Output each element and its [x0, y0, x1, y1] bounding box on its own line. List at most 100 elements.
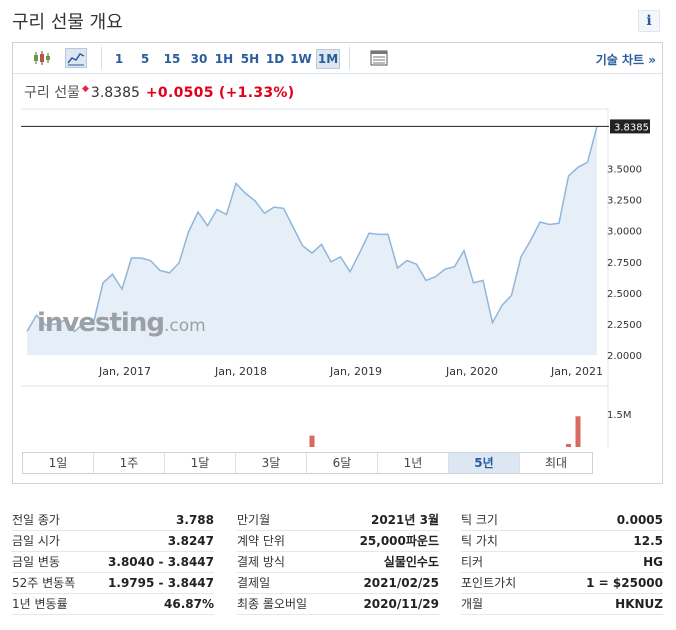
candlestick-icon[interactable] [31, 48, 53, 68]
stat-label: 티커 [461, 555, 484, 569]
range-tab-5y[interactable]: 5년 [449, 453, 520, 473]
timeframe-1h[interactable]: 1H [214, 52, 234, 66]
table-view-icon[interactable] [368, 48, 390, 68]
stat-value: 0.0005 [616, 513, 663, 527]
timeframe-5[interactable]: 5 [140, 52, 150, 66]
timeframe-1d[interactable]: 1D [265, 52, 285, 66]
chart-widget: 1 5 15 30 1H 5H 1D 1W 1M 기술 차트 » 구리 선물 ◆ 3… [12, 42, 663, 484]
stat-value: HKNUZ [615, 597, 663, 611]
stat-value: 3.788 [176, 513, 214, 527]
y-tick-label: 3.0000 [607, 227, 642, 238]
stat-value: 2021/02/25 [363, 576, 439, 590]
volume-bar [575, 416, 581, 447]
stat-row: 최종 롤오버일 2020/11/29 [237, 594, 439, 615]
technical-chart-link[interactable]: 기술 차트 » [595, 53, 656, 67]
stat-label: 틱 크기 [461, 513, 498, 527]
range-tab-1mo[interactable]: 1달 [165, 453, 236, 473]
stat-value: 25,000파운드 [359, 534, 439, 548]
range-tab-1w[interactable]: 1주 [94, 453, 165, 473]
stat-row: 52주 변동폭 1.9795 - 3.8447 [12, 573, 214, 594]
area-chart-icon[interactable] [65, 48, 87, 68]
stat-label: 만기월 [237, 513, 271, 527]
stat-row: 결제 방식 실물인수도 [237, 552, 439, 573]
volume-max-label: 1.5M [607, 410, 632, 421]
chart-toolbar: 1 5 15 30 1H 5H 1D 1W 1M 기술 차트 » [13, 43, 662, 74]
toolbar-divider [349, 47, 350, 69]
diamond-icon: ◆ [81, 84, 89, 94]
volume-bar [309, 435, 315, 447]
toolbar-divider [101, 47, 102, 69]
price-change: +0.0505 (+1.33%) [145, 85, 295, 101]
timeframe-15[interactable]: 15 [163, 52, 181, 66]
stat-value: 1 = $25000 [586, 576, 663, 590]
stat-label: 금일 시가 [12, 534, 60, 548]
stat-value: HG [643, 555, 663, 569]
stat-value: 46.87% [164, 597, 214, 611]
timeframe-30[interactable]: 30 [190, 52, 208, 66]
last-price-tag: 3.8385 [614, 122, 649, 133]
stat-label: 결제 방식 [237, 555, 285, 569]
y-tick-label: 2.5000 [607, 289, 642, 300]
range-tab-6mo[interactable]: 6달 [307, 453, 378, 473]
stat-value: 3.8247 [167, 534, 214, 548]
stat-label: 틱 가치 [461, 534, 498, 548]
stat-row: 틱 가치 12.5 [461, 531, 663, 552]
y-tick-label: 2.2500 [607, 320, 642, 331]
stat-row: 금일 시가 3.8247 [12, 531, 214, 552]
stat-row: 개월 HKNUZ [461, 594, 663, 615]
stat-label: 전일 종가 [12, 513, 60, 527]
timeframe-1[interactable]: 1 [114, 52, 124, 66]
stat-row: 1년 변동률 46.87% [12, 594, 214, 615]
price-line [26, 126, 598, 333]
y-tick-label: 3.5000 [607, 165, 642, 176]
stat-row: 티커 HG [461, 552, 663, 573]
stat-label: 1년 변동률 [12, 597, 68, 611]
stats-column-3: 틱 크기 0.0005 틱 가치 12.5 티커 HG 포인트가치 1 = $25000… [461, 510, 663, 615]
timeframe-5h[interactable]: 5H [240, 52, 260, 66]
stat-label: 최종 롤오버일 [237, 597, 308, 611]
y-tick-label: 2.7500 [607, 258, 642, 269]
stat-value: 2021년 3월 [370, 513, 439, 527]
investing-watermark: investing.com [37, 308, 206, 338]
stat-value: 3.8040 - 3.8447 [108, 555, 214, 569]
stat-value: 12.5 [633, 534, 663, 548]
quote-summary: 구리 선물 ◆ 3.8385 +0.0505 (+1.33%) [24, 82, 294, 102]
range-tab-max[interactable]: 최대 [544, 456, 568, 470]
last-price: 3.8385 [90, 85, 140, 101]
range-tab-1y[interactable]: 1년 [378, 453, 449, 473]
page-title: 구리 선물 개요 [12, 12, 123, 33]
stat-value: 2020/11/29 [363, 597, 439, 611]
timeframe-1m[interactable]: 1M [316, 49, 340, 69]
stat-value: 실물인수도 [383, 555, 439, 569]
stat-value: 1.9795 - 3.8447 [108, 576, 214, 590]
y-tick-label: 3.2500 [607, 196, 642, 207]
range-tab-3mo[interactable]: 3달 [236, 453, 307, 473]
stat-row: 결제일 2021/02/25 [237, 573, 439, 594]
info-icon[interactable]: i [638, 10, 660, 32]
price-area [27, 126, 597, 356]
range-tab-1d[interactable]: 1일 [23, 453, 94, 473]
x-tick-label: Jan, 2018 [214, 365, 267, 378]
volume-bar [566, 443, 571, 447]
stat-row: 계약 단위 25,000파운드 [237, 531, 439, 552]
price-chart[interactable]: 3.8385 3.5000 3.2500 3.0000 2.7500 2.5000 2.25… [13, 107, 662, 447]
x-tick-label: Jan, 2017 [98, 365, 151, 378]
stat-label: 포인트가치 [461, 576, 517, 590]
stat-row: 만기월 2021년 3월 [237, 510, 439, 531]
stat-row: 전일 종가 3.788 [12, 510, 214, 531]
stat-label: 개월 [461, 597, 484, 611]
range-tabs: 1일 1주 1달 3달 6달 1년 5년 최대 [22, 452, 593, 474]
stats-column-2: 만기월 2021년 3월 계약 단위 25,000파운드 결제 방식 실물인수도 결제… [237, 510, 439, 615]
stat-label: 계약 단위 [237, 534, 285, 548]
stat-row: 금일 변동 3.8040 - 3.8447 [12, 552, 214, 573]
stat-label: 결제일 [237, 576, 271, 590]
last-price-box [610, 119, 650, 134]
timeframe-1w[interactable]: 1W [290, 52, 312, 66]
stat-label: 금일 변동 [12, 555, 60, 569]
page-header: 구리 선물 개요 i [12, 6, 662, 34]
instrument-name: 구리 선물 [24, 85, 80, 101]
x-tick-label: Jan, 2020 [445, 365, 498, 378]
stat-row: 포인트가치 1 = $25000 [461, 573, 663, 594]
stat-row: 틱 크기 0.0005 [461, 510, 663, 531]
y-tick-label: 2.0000 [607, 351, 642, 362]
